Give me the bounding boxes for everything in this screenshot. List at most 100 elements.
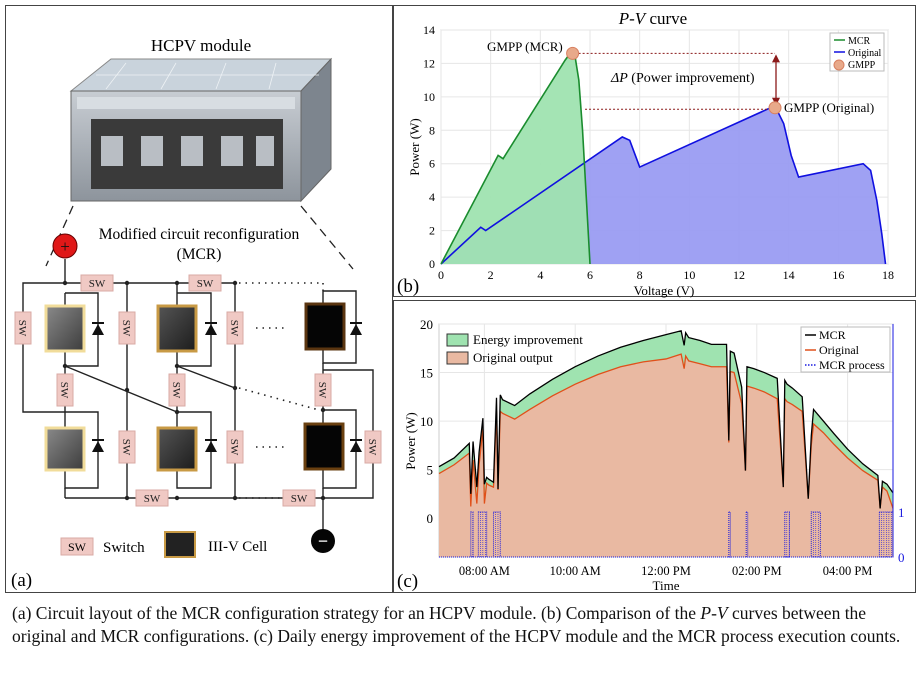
y-tick-label: 12 xyxy=(423,56,435,70)
chart-title: P-V curve xyxy=(618,9,687,28)
legend-label: GMPP xyxy=(848,60,876,71)
circuit-diagram: HCPV module Modified circuit reconfigura… xyxy=(11,36,382,591)
series-line-mcr xyxy=(438,329,894,509)
y-tick-label: 2 xyxy=(429,224,435,238)
cell xyxy=(303,422,345,471)
continuation-dots xyxy=(238,282,324,499)
x-tick-label: 04:00 PM xyxy=(823,564,873,578)
y-axis-label: Power (W) xyxy=(403,412,418,469)
switches: SW SW SW SW SW SW SW SW SW SW SW SW SW xyxy=(14,274,382,507)
switch-label: SW xyxy=(58,382,70,399)
y-tick-label: 14 xyxy=(423,23,435,37)
delta-p-annotation: ΔP (Power improvement) xyxy=(610,71,755,86)
plus-symbol: + xyxy=(60,237,70,256)
switch-label: SW xyxy=(197,278,214,290)
cell xyxy=(156,426,198,472)
y-tick-label: 4 xyxy=(429,190,435,204)
right-y-tick-label: 1 xyxy=(898,505,905,520)
figure-caption: (a) Circuit layout of the MCR configurat… xyxy=(12,602,912,648)
switch xyxy=(135,489,169,507)
right-y-tick-label: 0 xyxy=(898,550,905,565)
x-tick-label: 10 xyxy=(683,268,695,282)
minus-symbol: − xyxy=(318,531,328,551)
x-tick-label: 4 xyxy=(537,268,543,282)
mcr-process-pulse xyxy=(728,511,731,558)
panel-a: HCPV module Modified circuit reconfigura… xyxy=(5,5,393,593)
legend-cell-label: III-V Cell xyxy=(208,539,267,555)
pv-curve-chart: 0 2 4 6 8 10 12 14 16 18 0 2 4 6 8 10 12 14 GMPP (MCR) GMPP… xyxy=(397,9,894,298)
panel-a-label: (a) xyxy=(11,570,32,591)
legend-label: MCR xyxy=(848,36,871,47)
y-tick-label: 8 xyxy=(429,123,435,137)
switch xyxy=(188,274,222,292)
caption-part2: P-V xyxy=(700,603,728,623)
panel-c-label: (c) xyxy=(397,571,418,592)
legend-switch-label: Switch xyxy=(103,540,145,556)
x-tick-label: 16 xyxy=(832,268,844,282)
switch-label: SW xyxy=(291,493,308,505)
y-tick-label: 0 xyxy=(427,511,434,526)
x-tick-label: 0 xyxy=(438,268,444,282)
delta-p-text: (Power improvement) xyxy=(628,71,755,86)
series-line-original xyxy=(438,353,894,509)
x-tick-label: 12 xyxy=(733,268,745,282)
bypass-diodes xyxy=(92,322,362,452)
legend-switch-swatch xyxy=(60,537,94,556)
x-tick-label: 02:00 PM xyxy=(732,564,782,578)
panel-b-label: (b) xyxy=(397,276,419,297)
junctions xyxy=(62,280,326,501)
switch xyxy=(80,274,114,292)
cell xyxy=(156,304,198,353)
x-tick-label: 2 xyxy=(488,268,494,282)
area-legend-label: Energy improvement xyxy=(473,332,583,347)
gmpp-original-label: GMPP (Original) xyxy=(784,100,874,115)
y-tick-label: 10 xyxy=(420,414,433,429)
x-tick-label: 12:00 PM xyxy=(641,564,691,578)
hcpv-module-photo xyxy=(69,57,333,203)
legend-label: Original xyxy=(819,343,860,357)
switch xyxy=(314,373,332,407)
y-tick-label: 10 xyxy=(423,90,435,104)
switch xyxy=(14,311,32,345)
x-axis-label: Voltage (V) xyxy=(634,283,695,298)
mcr-process-pulse xyxy=(477,511,488,558)
panel-b: 0 2 4 6 8 10 12 14 16 18 0 2 4 6 8 10 12 14 GMPP (MCR) GMPP… xyxy=(393,5,916,298)
y-tick-label: 20 xyxy=(420,317,433,332)
x-tick-label: 6 xyxy=(587,268,593,282)
y-tick-label: 5 xyxy=(427,463,434,478)
arrow-head-up-icon xyxy=(772,54,780,63)
switch-label: SW xyxy=(366,439,378,456)
daily-energy-chart: 08:00 AM 10:00 AM 12:00 PM 02:00 PM 04:00 PM… xyxy=(397,317,905,593)
switch xyxy=(282,489,316,507)
y-tick-label: 6 xyxy=(429,157,435,171)
gmpp-marker xyxy=(768,101,782,115)
area-legend-label: Original output xyxy=(473,350,553,365)
legend-cell-swatch xyxy=(164,531,196,558)
mcr-subtitle-line2: (MCR) xyxy=(177,246,222,263)
switch-label: SW xyxy=(144,493,161,505)
switch xyxy=(226,311,244,345)
delta-p-symbol: ΔP xyxy=(610,71,628,86)
series-area-mcr xyxy=(441,53,590,265)
cell xyxy=(304,302,346,351)
switch-label: SW xyxy=(316,382,328,399)
switch-label: SW xyxy=(228,439,240,456)
switch xyxy=(168,373,186,407)
legend-label: Original xyxy=(848,48,882,59)
gmpp-marker xyxy=(566,46,580,60)
mcr-process-pulse xyxy=(745,511,749,558)
original-output-area xyxy=(439,354,893,557)
switch xyxy=(118,311,136,345)
area-legend-swatch xyxy=(446,351,469,365)
caption-part1: (a) Circuit layout of the MCR configurat… xyxy=(12,603,701,623)
switch xyxy=(364,430,382,464)
gmpp-mcr-label: GMPP (MCR) xyxy=(487,39,563,54)
x-tick-label: 8 xyxy=(637,268,643,282)
x-tick-label: 14 xyxy=(783,268,795,282)
legend-gmpp-marker xyxy=(833,59,845,71)
chart-title-rest: curve xyxy=(645,9,687,28)
pv-cells xyxy=(44,302,346,472)
cell xyxy=(44,426,86,472)
x-tick-label: 10:00 AM xyxy=(550,564,601,578)
switch-label: SW xyxy=(120,439,132,456)
